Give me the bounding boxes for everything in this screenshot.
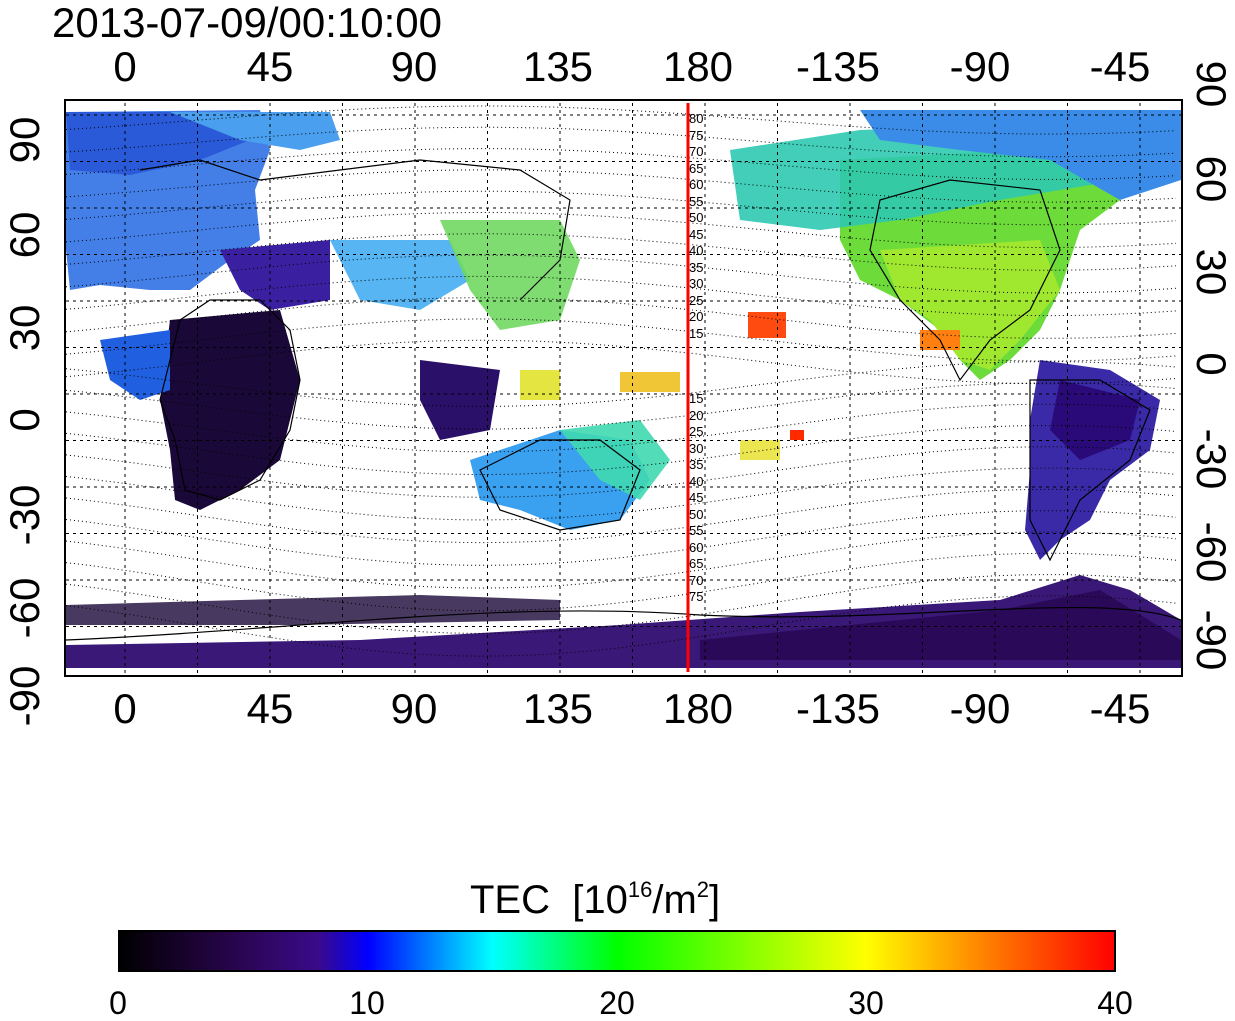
mlat-label: 45	[689, 490, 704, 505]
mlat-label: 55	[689, 523, 704, 538]
colorbar-tick-label: 30	[848, 985, 884, 1021]
tec-region-indonesia	[420, 360, 500, 440]
mlat-label: 75	[689, 127, 704, 143]
mlat-label: 40	[689, 243, 704, 258]
mlat-label: 35	[689, 457, 704, 472]
mlat-contour	[66, 297, 1177, 339]
mlat-label: 60	[689, 539, 704, 555]
colorbar-title: TEC [1016/m2]	[470, 868, 720, 922]
mlat-label: 20	[689, 309, 704, 324]
tec-region-arctic-america	[860, 110, 1181, 200]
mlat-contour	[66, 275, 1177, 317]
top-lon-tick: 0	[113, 43, 137, 90]
top-lon-tick: -45	[1089, 43, 1151, 90]
colorbar-tick-label: 20	[599, 985, 635, 1021]
mlat-contour	[66, 148, 1177, 180]
mlat-label: 70	[689, 572, 704, 588]
colorbar-unit-prefix: [10	[572, 878, 628, 922]
bottom-lon-tick: -45	[1089, 685, 1151, 732]
mlat-label: 75	[689, 589, 704, 604]
colorbar-tick-label: 10	[349, 985, 385, 1021]
mlat-label: 45	[689, 226, 704, 242]
mlat-contour	[66, 254, 1177, 294]
tec-hotspot-pacific-4	[520, 370, 560, 400]
colorbar-label: TEC	[470, 878, 550, 922]
tec-hotspot-pacific-5	[740, 440, 780, 460]
tec-hotspot-pacific-1	[748, 312, 786, 338]
bottom-lon-tick: 0	[113, 685, 137, 732]
mlat-label: 40	[689, 473, 704, 489]
mlat-label: 15	[689, 391, 704, 406]
colorbar-tick-label: 40	[1097, 985, 1133, 1021]
top-lon-tick: 45	[246, 43, 294, 90]
tec-hotspot-pacific-3	[620, 372, 680, 392]
mlat-label: 50	[689, 506, 704, 522]
mlat-contour	[66, 169, 1177, 203]
bottom-lon-tick: -90	[949, 685, 1011, 732]
tec-hotspot-pacific-2	[790, 430, 804, 440]
tec-region-africa	[160, 310, 300, 510]
magnetic-latitude-contours	[66, 105, 1177, 657]
top-lon-tick: 90	[390, 43, 438, 90]
mlat-label: 30	[689, 276, 704, 291]
bottom-lon-tick: 180	[662, 685, 734, 732]
map-title: 2013-07-09/00:10:00	[52, 0, 442, 46]
bottom-lon-tick: 45	[246, 685, 294, 732]
mlat-label: 15	[689, 325, 704, 341]
tec-region-europe-north	[66, 112, 250, 175]
colorbar-frame	[118, 930, 1116, 972]
tec-region-asia	[330, 240, 470, 310]
colorbar-unit-suffix: ]	[709, 878, 721, 922]
bottom-lon-tick: 135	[522, 685, 594, 732]
mlat-label: 80	[689, 111, 704, 126]
mlat-contour	[66, 595, 1177, 657]
top-lon-tick: 135	[522, 43, 594, 90]
mlat-label: 35	[689, 259, 704, 275]
colorbar-unit-mid: /m	[652, 878, 697, 922]
top-lon-tick: -135	[795, 43, 881, 90]
mlat-contour	[66, 318, 1177, 362]
tec-region-middle-east	[220, 240, 330, 310]
mlat-label: 25	[689, 292, 704, 308]
mlat-contour	[66, 574, 1177, 634]
mlat-contour	[66, 212, 1177, 248]
mlat-label: 55	[689, 193, 704, 209]
mlat-label: 60	[689, 177, 704, 192]
mlat-label: 65	[689, 160, 704, 176]
colorbar-unit-exp2: 2	[696, 877, 710, 902]
colorbar-unit-exp: 16	[627, 877, 653, 902]
mlat-contour	[66, 233, 1177, 271]
bottom-lon-tick: 90	[390, 685, 438, 732]
mlat-label: 20	[689, 407, 704, 423]
mlat-label: 30	[689, 440, 704, 456]
mlat-label: 65	[689, 556, 704, 571]
mlat-label: 25	[689, 424, 704, 439]
top-lon-tick: -90	[949, 43, 1011, 90]
bottom-lon-tick: -135	[795, 685, 881, 732]
tec-region-china	[440, 220, 580, 330]
top-lon-tick: 180	[662, 43, 734, 90]
map-frame	[64, 99, 1183, 677]
colorbar-tick-label: 0	[109, 985, 127, 1021]
mlat-label: 70	[689, 144, 704, 159]
tec-region-russia	[170, 112, 340, 150]
mlat-contour	[66, 190, 1177, 226]
mlat-label: 50	[689, 210, 704, 225]
mlat-contour	[66, 339, 1177, 385]
